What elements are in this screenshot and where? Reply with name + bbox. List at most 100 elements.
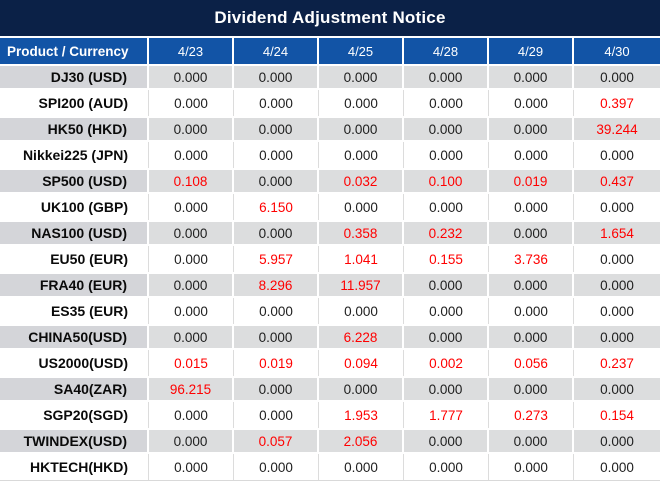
value-cell: 0.000 [149, 272, 234, 298]
value-cell: 0.000 [489, 298, 574, 324]
value-cell: 0.000 [149, 402, 234, 428]
product-cell: EU50 (EUR) [0, 246, 149, 272]
value-cell: 0.000 [489, 454, 574, 480]
value-cell: 39.244 [574, 116, 660, 142]
value-cell: 1.654 [574, 220, 660, 246]
table-row: UK100 (GBP) 0.000 6.150 0.000 0.000 0.000 0.00… [0, 194, 660, 220]
value-cell: 1.777 [404, 402, 489, 428]
value-cell: 96.215 [149, 376, 234, 402]
product-cell: SP500 (USD) [0, 168, 149, 194]
value-cell: 0.000 [234, 376, 319, 402]
value-cell: 0.000 [319, 142, 404, 168]
date-header: 4/28 [404, 38, 489, 64]
product-currency-header: Product / Currency [0, 38, 149, 64]
product-cell: SA40(ZAR) [0, 376, 149, 402]
value-cell: 0.000 [319, 298, 404, 324]
value-cell: 0.000 [149, 142, 234, 168]
value-cell: 0.000 [149, 324, 234, 350]
value-cell: 0.056 [489, 350, 574, 376]
table-row: CHINA50(USD) 0.000 0.000 6.228 0.000 0.000 0.0… [0, 324, 660, 350]
title-bar: Dividend Adjustment Notice [0, 0, 660, 38]
value-cell: 0.000 [489, 64, 574, 90]
table-row: HKTECH(HKD) 0.000 0.000 0.000 0.000 0.000 0.00… [0, 454, 660, 480]
value-cell: 0.000 [489, 116, 574, 142]
value-cell: 0.000 [489, 194, 574, 220]
table-body: DJ30 (USD) 0.000 0.000 0.000 0.000 0.000 0.000… [0, 64, 660, 480]
value-cell: 0.000 [149, 298, 234, 324]
product-cell: Nikkei225 (JPN) [0, 142, 149, 168]
product-cell: FRA40 (EUR) [0, 272, 149, 298]
value-cell: 0.000 [149, 454, 234, 480]
table-row: SP500 (USD) 0.108 0.000 0.032 0.100 0.019 0.43… [0, 168, 660, 194]
value-cell: 0.000 [489, 142, 574, 168]
value-cell: 1.953 [319, 402, 404, 428]
dividend-table: Product / Currency 4/23 4/24 4/25 4/28 4… [0, 38, 660, 481]
product-cell: HK50 (HKD) [0, 116, 149, 142]
value-cell: 6.150 [234, 194, 319, 220]
table-row: SPI200 (AUD) 0.000 0.000 0.000 0.000 0.000 0.3… [0, 90, 660, 116]
value-cell: 0.002 [404, 350, 489, 376]
table-row: TWINDEX(USD) 0.000 0.057 2.056 0.000 0.000 0.0… [0, 428, 660, 454]
value-cell: 0.000 [234, 116, 319, 142]
value-cell: 0.000 [234, 324, 319, 350]
value-cell: 0.000 [489, 90, 574, 116]
value-cell: 0.000 [404, 194, 489, 220]
table-row: HK50 (HKD) 0.000 0.000 0.000 0.000 0.000 39.24… [0, 116, 660, 142]
value-cell: 0.000 [149, 64, 234, 90]
value-cell: 0.032 [319, 168, 404, 194]
product-cell: US2000(USD) [0, 350, 149, 376]
value-cell: 0.000 [574, 428, 660, 454]
value-cell: 2.056 [319, 428, 404, 454]
value-cell: 0.000 [149, 246, 234, 272]
table-row: US2000(USD) 0.015 0.019 0.094 0.002 0.056 0.23… [0, 350, 660, 376]
value-cell: 0.000 [574, 64, 660, 90]
header-row: Product / Currency 4/23 4/24 4/25 4/28 4… [0, 38, 660, 64]
value-cell: 0.000 [319, 376, 404, 402]
value-cell: 0.232 [404, 220, 489, 246]
product-cell: TWINDEX(USD) [0, 428, 149, 454]
value-cell: 0.000 [489, 272, 574, 298]
value-cell: 0.000 [489, 324, 574, 350]
value-cell: 0.000 [234, 454, 319, 480]
table-row: SGP20(SGD) 0.000 0.000 1.953 1.777 0.273 0.154 [0, 402, 660, 428]
value-cell: 0.019 [489, 168, 574, 194]
value-cell: 0.000 [404, 324, 489, 350]
value-cell: 0.397 [574, 90, 660, 116]
date-header: 4/24 [234, 38, 319, 64]
value-cell: 0.000 [149, 428, 234, 454]
value-cell: 0.000 [319, 90, 404, 116]
value-cell: 0.057 [234, 428, 319, 454]
value-cell: 0.000 [234, 142, 319, 168]
value-cell: 0.000 [149, 116, 234, 142]
value-cell: 0.000 [404, 272, 489, 298]
value-cell: 0.000 [149, 194, 234, 220]
value-cell: 0.000 [404, 376, 489, 402]
value-cell: 0.154 [574, 402, 660, 428]
value-cell: 0.000 [404, 428, 489, 454]
value-cell: 0.019 [234, 350, 319, 376]
value-cell: 0.000 [319, 454, 404, 480]
value-cell: 8.296 [234, 272, 319, 298]
value-cell: 0.000 [574, 194, 660, 220]
value-cell: 0.000 [489, 220, 574, 246]
value-cell: 0.000 [404, 454, 489, 480]
value-cell: 0.015 [149, 350, 234, 376]
value-cell: 0.000 [489, 376, 574, 402]
value-cell: 6.228 [319, 324, 404, 350]
product-cell: NAS100 (USD) [0, 220, 149, 246]
table-header: Product / Currency 4/23 4/24 4/25 4/28 4… [0, 38, 660, 64]
value-cell: 0.000 [319, 116, 404, 142]
value-cell: 0.155 [404, 246, 489, 272]
value-cell: 0.000 [574, 454, 660, 480]
value-cell: 1.041 [319, 246, 404, 272]
date-header: 4/23 [149, 38, 234, 64]
value-cell: 0.000 [574, 246, 660, 272]
value-cell: 0.094 [319, 350, 404, 376]
value-cell: 0.000 [234, 402, 319, 428]
value-cell: 0.000 [574, 298, 660, 324]
table-row: FRA40 (EUR) 0.000 8.296 11.957 0.000 0.000 0.0… [0, 272, 660, 298]
value-cell: 0.000 [404, 142, 489, 168]
value-cell: 0.108 [149, 168, 234, 194]
table-row: Nikkei225 (JPN) 0.000 0.000 0.000 0.000 0.000… [0, 142, 660, 168]
date-header: 4/25 [319, 38, 404, 64]
